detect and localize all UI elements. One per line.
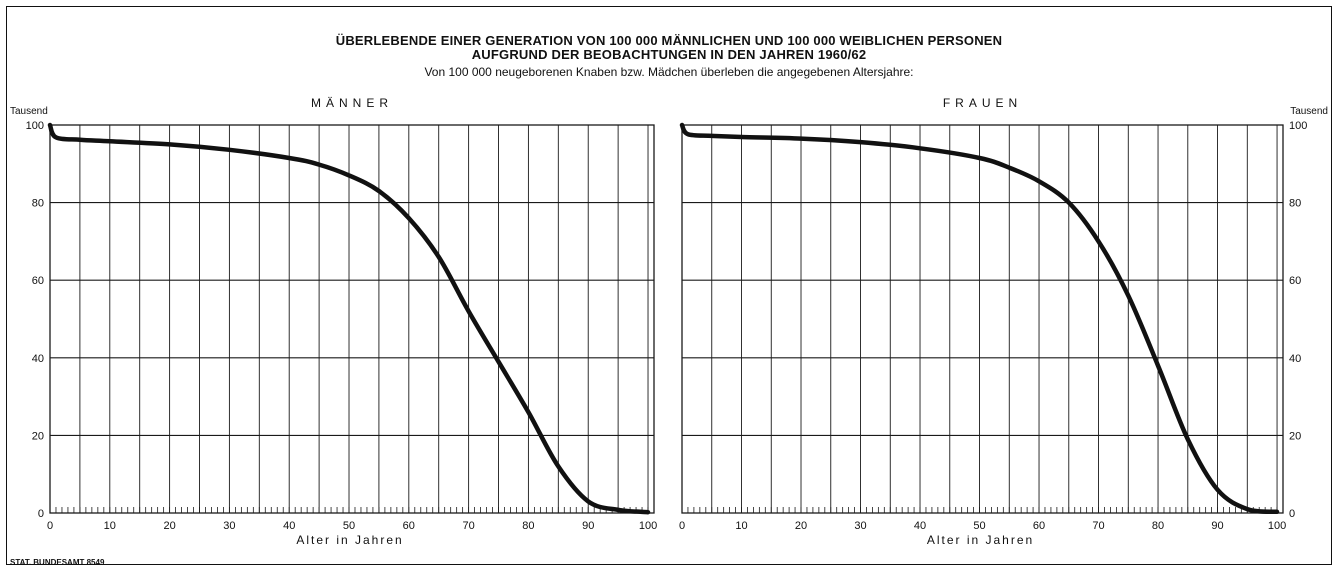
maenner-ytick-label: 0	[38, 508, 44, 520]
chart-title-line-1: ÜBERLEBENDE EINER GENERATION VON 100 000…	[335, 33, 1003, 48]
frauen-xtick-label: 60	[1033, 520, 1045, 532]
maenner-xtick-label: 50	[343, 520, 355, 532]
frauen-xlabel: Alter in Jahren	[927, 533, 1034, 547]
frauen-ytick-label: 20	[1289, 430, 1301, 442]
maenner-xtick-label: 20	[163, 520, 175, 532]
frauen-survival-line	[679, 122, 1280, 515]
maenner-xtick-label: 30	[223, 520, 235, 532]
maenner-ytick-label: 20	[32, 430, 44, 442]
frauen-xtick-label: 40	[914, 520, 926, 532]
frauen-xtick-label: 70	[1092, 520, 1104, 532]
maenner-xtick-label: 80	[522, 520, 534, 532]
frauen-ytick-label: 0	[1289, 508, 1295, 520]
chart-subtitle: Von 100 000 neugeborenen Knaben bzw. Mäd…	[424, 65, 914, 79]
frauen-xtick-label: 90	[1211, 520, 1223, 532]
maenner-ytick-label: 80	[32, 198, 44, 210]
chart-title-line-2: AUFGRUND DER BEOBACHTUNGEN IN DEN JAHREN…	[471, 47, 867, 62]
frauen-ytick-label: 100	[1289, 120, 1307, 132]
frauen-ylabel: Tausend	[1290, 106, 1328, 117]
frauen-ytick-label: 60	[1289, 275, 1301, 287]
frauen-ytick-label: 80	[1289, 198, 1301, 210]
frauen-xtick-label: 20	[795, 520, 807, 532]
maenner-xtick-label: 0	[47, 520, 53, 532]
frauen-panel-title: FRAUEN	[943, 96, 1022, 110]
chart-frame	[6, 6, 1332, 565]
frauen-ytick-label: 40	[1289, 353, 1301, 365]
maenner-xtick-label: 70	[462, 520, 474, 532]
maenner-ytick-label: 40	[32, 353, 44, 365]
source-credit: STAT. BUNDESAMT 8549	[10, 558, 105, 567]
frauen-plot-area	[681, 124, 1284, 514]
maenner-xtick-label: 100	[639, 520, 657, 532]
frauen-xtick-label: 100	[1268, 520, 1286, 532]
frauen-xtick-label: 80	[1152, 520, 1164, 532]
maenner-xtick-label: 40	[283, 520, 295, 532]
maenner-survival-line	[47, 122, 651, 515]
frauen-xtick-label: 10	[735, 520, 747, 532]
maenner-plot-area	[49, 124, 655, 514]
frauen-xtick-label: 30	[854, 520, 866, 532]
frauen-xtick-label: 50	[973, 520, 985, 532]
maenner-xtick-label: 90	[582, 520, 594, 532]
frauen-xtick-label: 0	[679, 520, 685, 532]
maenner-xlabel: Alter in Jahren	[296, 533, 403, 547]
maenner-ylabel: Tausend	[10, 106, 48, 117]
maenner-ytick-label: 60	[32, 275, 44, 287]
maenner-ytick-label: 100	[26, 120, 44, 132]
maenner-xtick-label: 60	[403, 520, 415, 532]
maenner-xtick-label: 10	[104, 520, 116, 532]
maenner-panel-title: MÄNNER	[311, 96, 393, 110]
